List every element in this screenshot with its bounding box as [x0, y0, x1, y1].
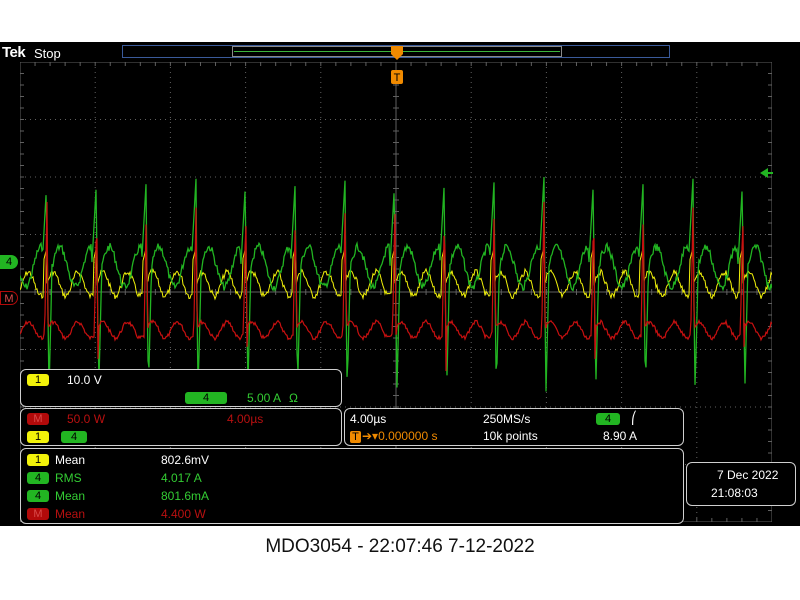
math-badge[interactable]: M: [27, 413, 49, 425]
time: 21:08:03: [711, 486, 758, 500]
measurements-box[interactable]: 1 Mean 802.6mV 4 RMS 4.017 A 4 Mean 801.…: [20, 448, 684, 524]
math-scale-box[interactable]: M 50.0 W 4.00µs 1 4: [20, 408, 342, 446]
meas2-value: 4.017 A: [161, 471, 202, 485]
meas3-label: Mean: [55, 489, 86, 503]
math-scale: 50.0 W: [67, 412, 106, 426]
meas3-badge: 4: [27, 490, 49, 502]
waveform-display: [20, 62, 772, 522]
ch4-coupling: Ω: [289, 391, 298, 405]
channel-scale-box[interactable]: 1 10.0 V 4 5.00 A Ω: [20, 369, 342, 407]
meas4-value: 4.400 W: [161, 507, 206, 521]
meas4-label: Mean: [55, 507, 86, 521]
ch4-scale: 5.00 A: [247, 391, 282, 405]
date: 7 Dec 2022: [717, 468, 779, 482]
scope-screen: Tek Stop T 4 M 1 10.0 V 4 5.00 A Ω M 50.…: [0, 42, 800, 526]
ch1-scale: 10.0 V: [67, 373, 102, 387]
math-time: 4.00µs: [227, 412, 264, 426]
math-src1-badge: 1: [27, 431, 49, 443]
trigger-level-icon[interactable]: [758, 166, 774, 180]
trigger-level: 8.90 A: [603, 429, 638, 443]
meas1-label: Mean: [55, 453, 86, 467]
trigger-source-badge[interactable]: 4: [596, 413, 620, 425]
brand-logo: Tek: [2, 44, 26, 61]
trigger-marker-label: T: [394, 72, 401, 84]
time-per-div: 4.00µs: [350, 412, 387, 426]
screenshot-caption: MDO3054 - 22:07:46 7-12-2022: [265, 536, 535, 557]
trigger-slope-icon: ⎛: [631, 411, 637, 425]
meas1-badge: 1: [27, 454, 49, 466]
record-length: 10k points: [483, 429, 538, 443]
trigger-position: ➔▾0.000000 s: [362, 429, 438, 443]
sample-rate: 250MS/s: [483, 412, 531, 426]
math-ground-marker[interactable]: M: [0, 291, 18, 305]
trigger-position-icon[interactable]: T: [388, 46, 406, 86]
ch1-badge[interactable]: 1: [27, 374, 49, 386]
datetime-box: 7 Dec 2022 21:08:03: [686, 462, 796, 506]
meas4-badge: M: [27, 508, 49, 520]
meas1-value: 802.6mV: [161, 453, 210, 467]
trigger-pos-icon: T: [350, 431, 361, 443]
run-state: Stop: [34, 46, 61, 61]
ch4-badge[interactable]: 4: [185, 392, 227, 404]
timebase-box[interactable]: 4.00µs 250MS/s 4 ⎛ T ➔▾0.000000 s 10k po…: [344, 408, 684, 446]
meas2-label: RMS: [55, 471, 82, 485]
math-src2-badge: 4: [61, 431, 87, 443]
meas3-value: 801.6mA: [161, 489, 210, 503]
meas2-badge: 4: [27, 472, 49, 484]
math-trace: [20, 201, 772, 372]
ch4-ground-marker[interactable]: 4: [0, 255, 18, 269]
